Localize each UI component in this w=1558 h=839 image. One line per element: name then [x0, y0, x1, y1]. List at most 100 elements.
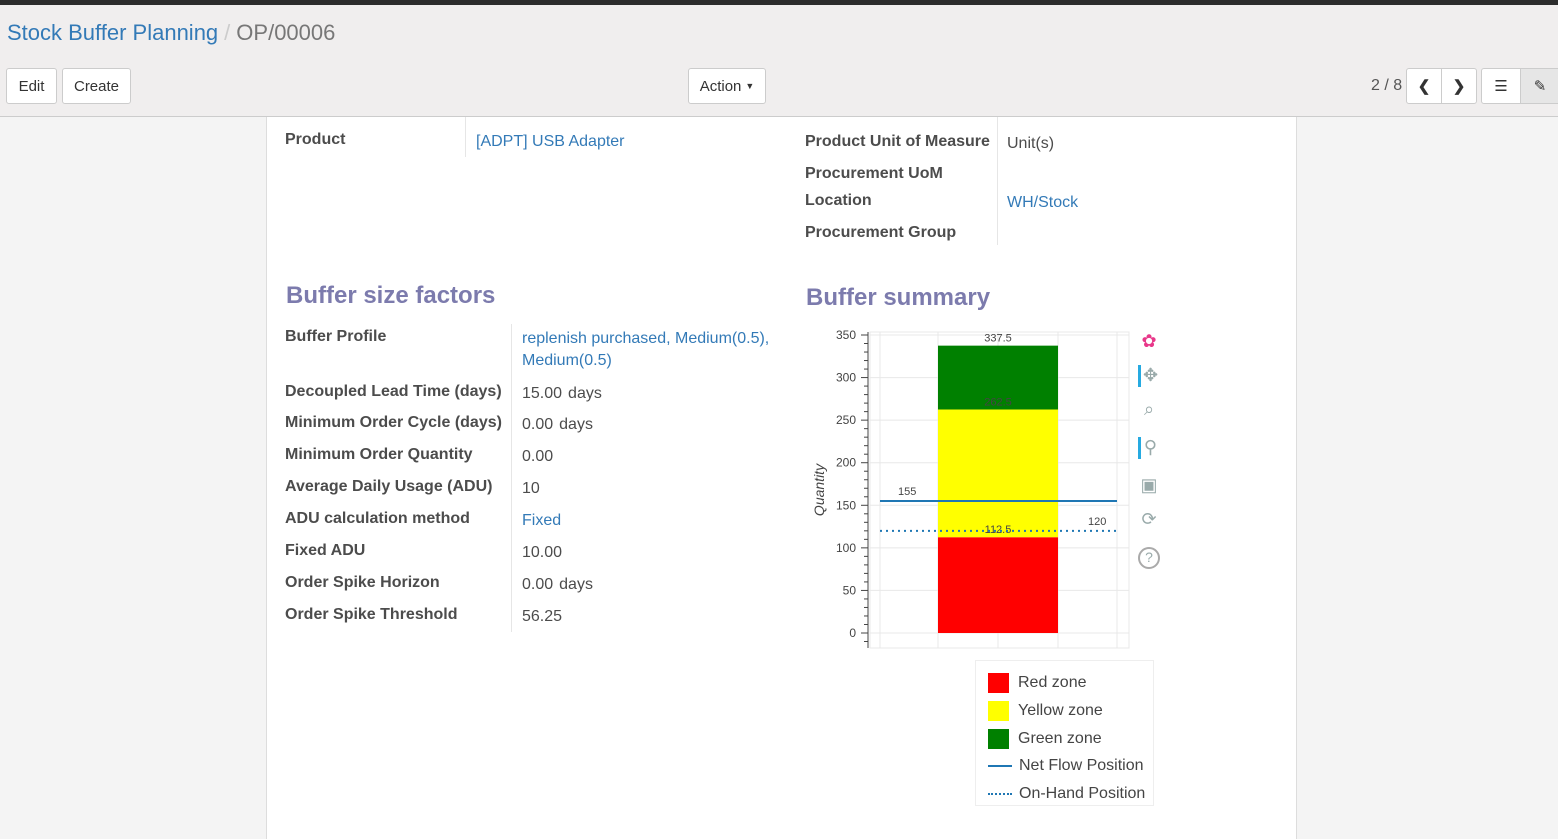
factor-value: 10.00: [522, 544, 562, 562]
breadcrumb-separator: /: [224, 20, 231, 45]
uom-label: Product Unit of Measure: [805, 133, 990, 150]
pager-value: 2 / 8: [1371, 77, 1403, 94]
factor-label: ADU calculation method: [285, 510, 470, 527]
factor-unit: days: [559, 576, 593, 593]
factor-value: 15.00 days: [522, 385, 602, 403]
next-button[interactable]: ❯: [1441, 68, 1477, 104]
breadcrumb: Stock Buffer Planning / OP/00006: [7, 20, 335, 46]
factor-value-text: 0.00: [522, 576, 554, 593]
legend-item[interactable]: Red zone: [988, 673, 1087, 693]
factor-value: 0.00 days: [522, 416, 593, 434]
factor-label: Order Spike Horizon: [285, 574, 440, 591]
factor-label: Buffer Profile: [285, 328, 387, 345]
y-tick-label: 100: [836, 541, 856, 555]
legend-label: Red zone: [1018, 674, 1087, 691]
previous-button[interactable]: ❮: [1406, 68, 1442, 104]
list-icon: ☰: [1494, 78, 1508, 95]
bar-label: 112.5: [985, 524, 1012, 536]
factor-value-text: 10: [522, 480, 540, 497]
legend-swatch: [988, 701, 1009, 721]
legend-label: Net Flow Position: [1019, 757, 1144, 774]
y-tick-label: 150: [836, 498, 856, 512]
factor-value-text: 0.00: [522, 416, 554, 433]
help-icon[interactable]: ?: [1138, 547, 1160, 569]
product-link[interactable]: [ADPT] USB Adapter: [476, 133, 625, 150]
factor-unit: days: [559, 416, 593, 433]
factor-value-text: 0.00: [522, 448, 554, 465]
factor-value: 10: [522, 480, 540, 498]
y-tick-label: 350: [836, 328, 856, 342]
legend-swatch: [988, 673, 1009, 693]
control-panel: Stock Buffer Planning / OP/00006 Edit Crea…: [0, 5, 1558, 117]
factor-label: Order Spike Threshold: [285, 606, 458, 623]
chart-legend: Red zone Yellow zone Green zone Net Flow Po…: [975, 660, 1154, 806]
legend-item[interactable]: Green zone: [988, 729, 1102, 749]
buffer-chart: 112.5 262.5 337.5 155 120 0 50 100 150 200 250 300 3…: [811, 328, 1130, 649]
factor-value[interactable]: Fixed: [522, 512, 561, 530]
box-zoom-icon[interactable]: ⌕: [1143, 399, 1155, 419]
buffer-size-factors-title: Buffer size factors: [286, 282, 496, 309]
action-label: Action: [699, 77, 742, 95]
procurement-uom-label: Procurement UoM: [805, 165, 943, 182]
pan-icon[interactable]: ✥: [1138, 365, 1160, 387]
line-label: 155: [898, 486, 916, 498]
line-label: 120: [1088, 516, 1106, 528]
uom-value: Unit(s): [1007, 135, 1055, 152]
legend-label: Green zone: [1018, 730, 1102, 747]
factor-label: Fixed ADU: [285, 542, 366, 559]
action-button[interactable]: Action ▼: [688, 68, 766, 104]
factor-value-text: 10.00: [522, 544, 563, 561]
breadcrumb-parent[interactable]: Stock Buffer Planning: [7, 20, 219, 45]
bar-label: 337.5: [984, 333, 1012, 345]
factor-value-text: Fixed: [522, 512, 562, 529]
factor-label: Minimum Order Cycle (days): [285, 414, 502, 431]
legend-swatch: [988, 765, 1012, 767]
product-label: Product: [285, 131, 346, 148]
wheel-zoom-icon[interactable]: ⚲: [1138, 437, 1160, 459]
factor-label: Minimum Order Quantity: [285, 446, 473, 463]
factor-label: Decoupled Lead Time (days): [285, 383, 502, 400]
bar-label: 262.5: [984, 397, 1012, 409]
y-tick-label: 200: [836, 456, 856, 470]
factor-value-text: 56.25: [522, 608, 563, 625]
factor-value[interactable]: replenish purchased, Medium(0.5), Medium…: [522, 328, 782, 372]
factor-value-text: 15.00: [522, 385, 563, 402]
legend-label: Yellow zone: [1018, 702, 1103, 719]
chevron-right-icon: ❯: [1452, 78, 1466, 95]
chevron-left-icon: ❮: [1417, 78, 1431, 95]
y-tick-label: 300: [836, 371, 856, 385]
procurement-group-label: Procurement Group: [805, 224, 957, 241]
factor-value: 0.00 days: [522, 576, 593, 594]
edit-form-icon: ✎: [1533, 78, 1547, 95]
form-view-button[interactable]: ✎: [1520, 68, 1558, 104]
y-tick-label: 50: [843, 583, 857, 597]
legend-item[interactable]: Yellow zone: [988, 701, 1103, 721]
bokeh-logo-icon[interactable]: ✿: [1141, 331, 1157, 351]
list-view-button[interactable]: ☰: [1481, 68, 1521, 104]
location-label: Location: [805, 192, 872, 209]
legend-swatch: [988, 729, 1009, 749]
edit-button[interactable]: Edit: [6, 68, 57, 104]
factor-value-text: replenish purchased, Medium(0.5), Medium…: [522, 330, 770, 369]
y-tick-label: 0: [849, 626, 856, 640]
factor-value: 0.00: [522, 448, 553, 466]
y-axis-label: Quantity: [811, 463, 827, 516]
save-icon[interactable]: ▣: [1140, 475, 1158, 495]
legend-item[interactable]: On-Hand Position: [988, 785, 1145, 803]
reset-icon[interactable]: ⟳: [1141, 509, 1157, 529]
legend-label: On-Hand Position: [1019, 785, 1146, 802]
divider: [465, 117, 466, 157]
factor-unit: days: [568, 385, 602, 402]
bar-yellow-zone: [938, 409, 1058, 538]
divider: [997, 117, 998, 245]
caret-down-icon: ▼: [745, 81, 755, 91]
factor-label: Average Daily Usage (ADU): [285, 478, 493, 495]
bar-green-zone: [938, 345, 1058, 410]
buffer-summary-title: Buffer summary: [806, 284, 991, 311]
create-button[interactable]: Create: [62, 68, 131, 104]
breadcrumb-current: OP/00006: [236, 20, 336, 45]
location-link[interactable]: WH/Stock: [1007, 194, 1079, 211]
legend-item[interactable]: Net Flow Position: [988, 757, 1144, 775]
divider: [511, 324, 512, 632]
y-tick-label: 250: [836, 413, 856, 427]
